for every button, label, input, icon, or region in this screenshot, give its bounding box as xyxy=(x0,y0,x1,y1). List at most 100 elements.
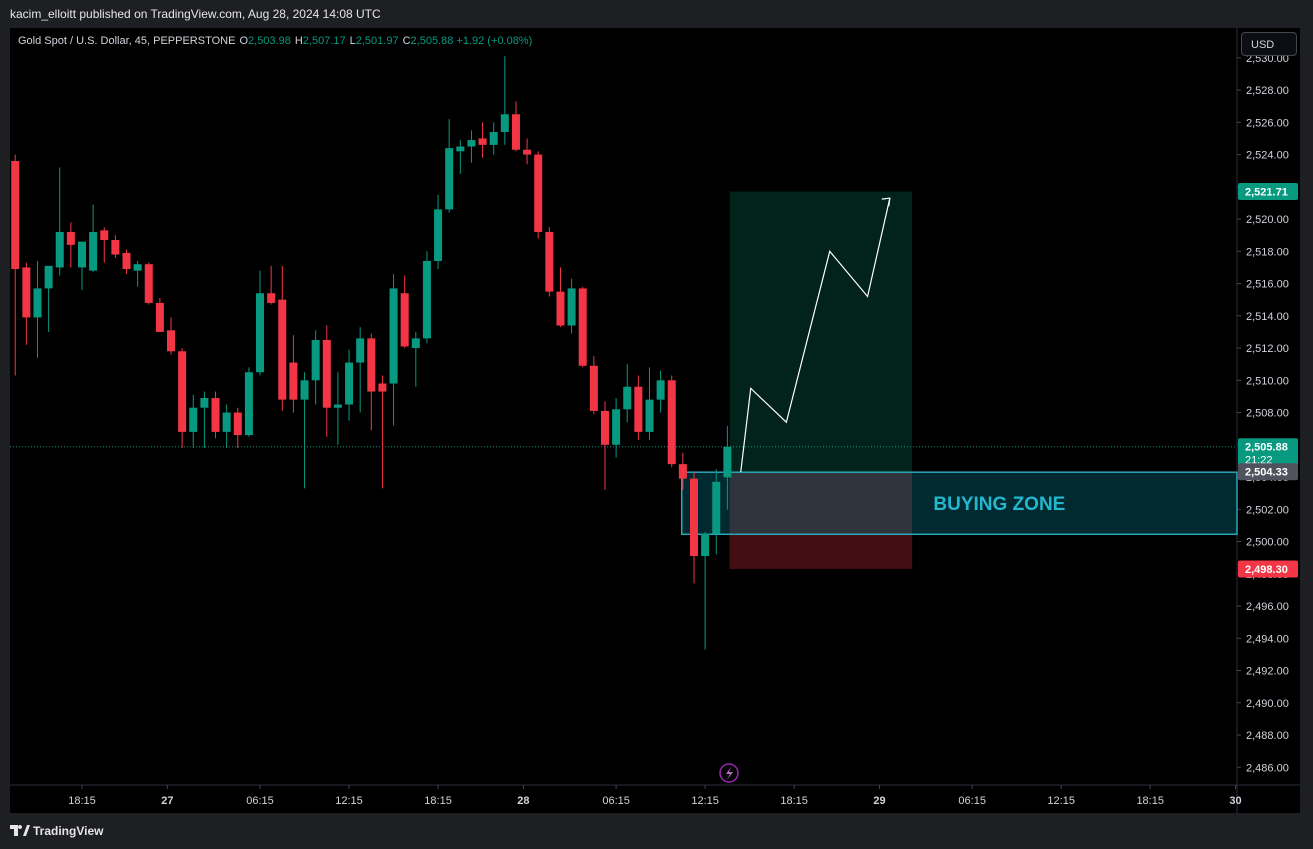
x-tick-label: 18:15 xyxy=(424,795,452,807)
candle-body xyxy=(534,154,543,232)
stop-price-label-bg xyxy=(1238,560,1298,578)
candle-body xyxy=(289,362,298,400)
candle-body xyxy=(556,291,565,326)
ohlc-value: 2,507.17 xyxy=(302,35,346,47)
candle-body xyxy=(256,293,265,373)
candle-body xyxy=(445,148,454,210)
candle-body xyxy=(422,260,431,339)
y-tick-label: 2,526.00 xyxy=(1246,117,1289,129)
stop-price-label: 2,498.30 xyxy=(1245,564,1288,576)
projection-arrowhead xyxy=(881,197,891,207)
last-price-label: 2,505.88 xyxy=(1245,442,1288,454)
candle-body xyxy=(400,293,409,347)
target-price-label-bg xyxy=(1238,182,1298,200)
entry-price-label: 2,504.33 xyxy=(1245,467,1288,479)
target-price-label: 2,521.71 xyxy=(1245,186,1288,198)
loss-zone xyxy=(729,471,913,569)
x-tick-label: 06:15 xyxy=(602,795,630,807)
candle-body xyxy=(712,481,721,534)
ohlc-key: L xyxy=(349,35,356,47)
symbol-title: Gold Spot / U.S. Dollar, 45, PEPPERSTONE xyxy=(18,35,236,47)
ohlc-key: H xyxy=(294,35,303,47)
x-tick-label: 12:15 xyxy=(335,795,363,807)
y-tick-label: 2,530.00 xyxy=(1246,53,1289,65)
x-tick-label: 18:15 xyxy=(68,795,96,807)
buying-zone xyxy=(681,471,1238,536)
y-tick-label: 2,508.00 xyxy=(1246,408,1289,420)
y-tick-label: 2,510.00 xyxy=(1246,375,1289,387)
candle-body xyxy=(22,267,31,318)
candle-body xyxy=(367,338,376,392)
candle-body xyxy=(167,330,176,352)
y-tick-label: 2,488.00 xyxy=(1246,730,1289,742)
candle-body xyxy=(634,386,643,432)
candle-body xyxy=(66,231,75,245)
candle-body xyxy=(378,383,387,392)
candle-body xyxy=(144,264,153,303)
y-tick-label: 2,512.00 xyxy=(1246,343,1289,355)
y-tick-label: 2,514.00 xyxy=(1246,311,1289,323)
last-price-label-bg xyxy=(1238,438,1298,469)
candle-body xyxy=(311,339,320,381)
candle-body xyxy=(278,299,287,400)
candle-body xyxy=(411,338,420,349)
candle-body xyxy=(211,398,220,432)
candle-body xyxy=(723,446,732,478)
ohlc-value: 2,503.98 xyxy=(248,35,291,47)
legend-header: Gold Spot / U.S. Dollar, 45, PEPPERSTONE… xyxy=(18,35,532,47)
candle-body xyxy=(244,372,253,436)
candle-body xyxy=(55,231,64,268)
candle-body xyxy=(267,293,276,303)
candle-body xyxy=(111,240,120,255)
candle-body xyxy=(44,265,53,289)
candle-body xyxy=(356,338,365,363)
candle-body xyxy=(600,410,609,445)
x-tick-label: 06:15 xyxy=(246,795,274,807)
x-tick-label: 06:15 xyxy=(958,795,986,807)
candle-body xyxy=(567,288,576,326)
candle-body xyxy=(189,407,198,432)
candle-body xyxy=(489,131,498,145)
candle-body xyxy=(100,230,109,241)
profit-zone xyxy=(729,191,913,472)
candle-body xyxy=(122,252,131,270)
candle-body xyxy=(478,138,487,145)
y-tick-label: 2,502.00 xyxy=(1246,504,1289,516)
x-tick-label: 28 xyxy=(517,795,529,807)
candle-body xyxy=(467,140,476,147)
candle-body xyxy=(322,339,331,408)
x-tick-label: 12:15 xyxy=(1047,795,1075,807)
ohlc-value: 2,505.88 xyxy=(410,35,454,47)
candle-body xyxy=(233,412,242,436)
candle-body xyxy=(545,231,554,292)
candle-body xyxy=(689,478,698,557)
entry-price-label-bg xyxy=(1238,463,1298,481)
event-icon[interactable] xyxy=(719,763,739,783)
x-tick-label: 18:15 xyxy=(1136,795,1164,807)
candle-body xyxy=(89,231,98,271)
ohlc-key: O xyxy=(239,35,249,47)
candle-body xyxy=(333,404,342,408)
candle-body xyxy=(645,399,654,432)
currency-button[interactable]: USD xyxy=(1241,32,1297,56)
x-tick-label: 30 xyxy=(1229,795,1241,807)
y-tick-label: 2,490.00 xyxy=(1246,698,1289,710)
x-tick-label: 18:15 xyxy=(780,795,808,807)
event-icon-bolt xyxy=(726,767,733,780)
candle-body xyxy=(578,288,587,366)
candle-body xyxy=(701,533,710,557)
candle-body xyxy=(511,114,520,150)
x-tick-label: 29 xyxy=(873,795,885,807)
candle-body xyxy=(500,114,509,132)
candle-body xyxy=(623,386,632,410)
logo xyxy=(10,825,30,836)
x-tick-label: 27 xyxy=(161,795,173,807)
candle-body xyxy=(11,161,20,270)
ohlc-key: C xyxy=(402,35,411,47)
candle-body xyxy=(434,209,443,261)
y-tick-label: 2,492.00 xyxy=(1246,666,1289,678)
candle-body xyxy=(523,149,532,155)
y-tick-label: 2,528.00 xyxy=(1246,85,1289,97)
footer: TradingView xyxy=(33,824,104,838)
buying-zone-label: BUYING ZONE xyxy=(933,494,1065,515)
